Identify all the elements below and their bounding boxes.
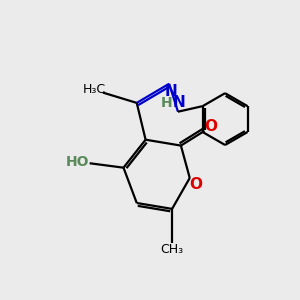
Text: HO: HO	[65, 155, 89, 169]
Text: O: O	[205, 119, 218, 134]
Text: H: H	[161, 97, 172, 110]
Text: O: O	[190, 177, 203, 192]
Text: N: N	[173, 95, 186, 110]
Text: CH₃: CH₃	[160, 243, 184, 256]
Text: N: N	[164, 84, 177, 99]
Text: H₃C: H₃C	[82, 83, 106, 96]
